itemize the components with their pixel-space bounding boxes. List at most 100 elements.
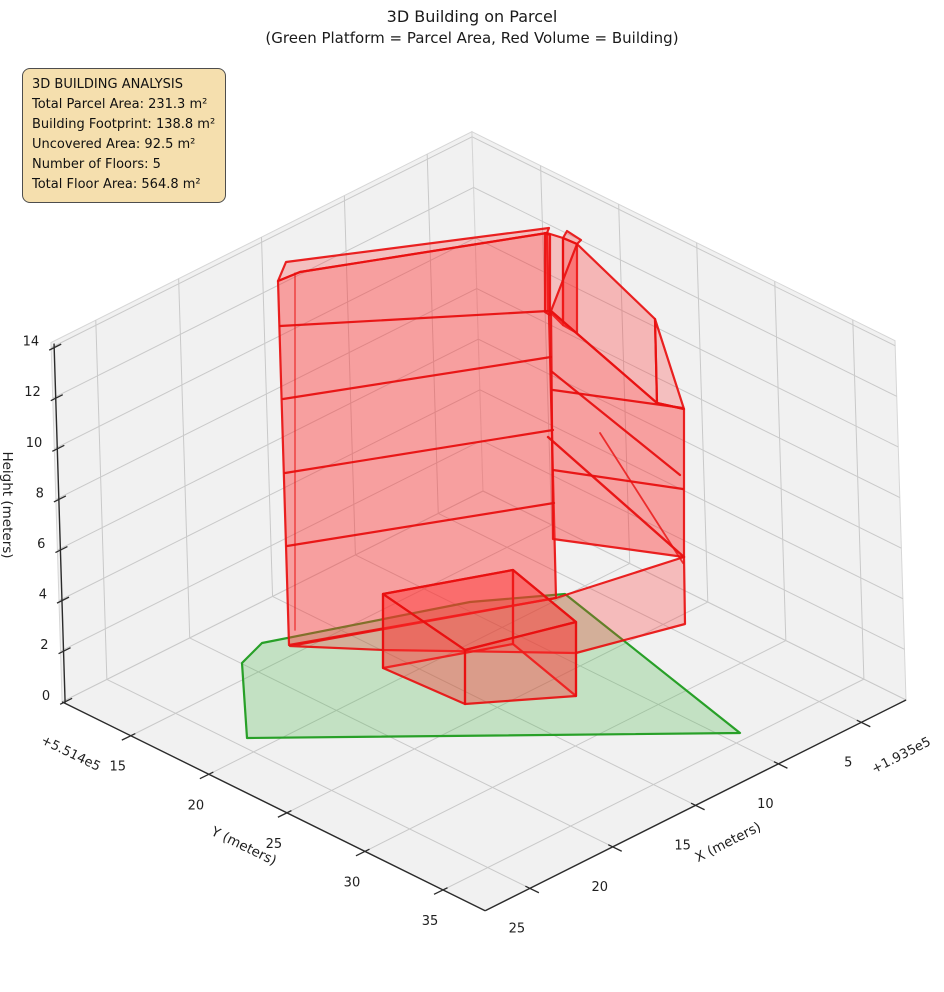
y-tick-label: 35 [422,914,439,929]
building-edge-floor-line-1 [278,309,550,328]
building-edge-floor-line-4 [285,501,556,548]
building-face-annex-front-right-face [463,620,578,706]
gridline [60,439,482,652]
z-tick-label: 10 [26,436,43,451]
gridline [95,320,108,680]
gridline [58,389,481,602]
tick-marks [48,343,871,895]
y-tick-label: 30 [344,875,361,890]
gridline [438,512,862,723]
z-tick [58,647,71,655]
y-tick-label: 25 [266,837,283,852]
x-axis-label: X (meters) [693,819,764,866]
gridline [479,389,904,600]
y-axis-offset-text: +5.514e5 [38,733,102,775]
gridline [540,165,553,525]
info-box-line-4: Number of Floors: 5 [32,157,161,172]
z-tick [55,545,68,554]
z-tick [48,343,62,351]
z-axis-spine [53,343,66,703]
tick-labels: 5 10 15 20 25 15 20 25 30 35 0 2 4 6 8 10 12 14 [23,335,853,937]
z-tick [53,495,67,503]
gridline [260,237,274,597]
y-tick-label: 15 [110,760,127,775]
building-volume [276,226,687,706]
gridline [426,154,439,514]
gridline [476,288,901,498]
info-box-line-3: Uncovered Area: 92.5 m² [32,137,196,152]
chart-title: 3D Building on Parcel [386,7,558,26]
y-tick-label: 20 [188,798,205,813]
x-tick [773,761,788,769]
y-tick [355,848,370,857]
building-edge-mid-top-edge [551,388,685,410]
gridline [774,281,787,641]
gridline [208,563,630,775]
building-edge-mid-floor-edge [551,468,685,491]
gridline [57,338,479,551]
gridline [106,678,531,889]
chart-subtitle: (Green Platform = Parcel Area, Red Volum… [265,29,679,47]
z-tick [50,394,64,402]
gridline [471,136,896,347]
z-tick-label: 4 [39,588,47,603]
y-tick [121,732,136,741]
gridline [178,278,191,638]
info-box-line-1: Total Parcel Area: 231.3 m² [32,97,208,112]
building-edge-floor-line-2 [281,355,553,401]
z-tick-label: 14 [23,335,40,350]
gridline [343,195,356,555]
x-tick-label: 10 [757,797,774,812]
x-tick-label: 20 [591,880,608,895]
x-tick-label: 5 [844,755,852,770]
gridline [364,640,787,852]
x-axis-offset-text: +1.935e5 [869,735,933,778]
gridline [55,288,477,500]
building-face-core-slab-a [543,231,552,317]
info-box-line-2: Building Footprint: 138.8 m² [32,117,216,132]
gridline [272,595,696,806]
x-tick-label: 25 [509,921,526,936]
building-analysis-info-box: 3D BUILDING ANALYSIS Total Parcel Area: … [22,68,227,203]
gridline [54,237,476,450]
building-edge-floor-line-3 [283,428,555,475]
y-tick [199,771,214,780]
z-tick [59,697,73,705]
x-tick [525,885,540,894]
gridline [355,554,779,765]
gridline [696,242,709,603]
y-tick [277,810,292,818]
building-edge-step-edge-upper [549,369,682,477]
building-edge-step-edge-lower [546,435,686,559]
z-tick [52,444,65,452]
generated-plot-layers: 5 10 15 20 25 15 20 25 30 35 0 2 4 6 8 10 12 14 [23,130,908,937]
chart-title-block: 3D Building on Parcel (Green Platform = … [0,6,944,49]
gridline [618,204,631,564]
x-tick [856,719,871,728]
gridline [189,637,613,848]
z-tick-label: 6 [37,537,45,552]
y-axis-spine [61,701,486,912]
gridline [50,136,473,349]
info-box-title: 3D BUILDING ANALYSIS [32,77,184,92]
z-axis-label: Height (meters) [0,451,15,558]
z-tick-label: 2 [40,638,48,653]
z-tick-label: 0 [42,689,50,704]
gridline [478,338,902,549]
x-tick-label: 15 [674,838,691,853]
y-tick [433,887,448,895]
building-edge-internal-diagonal [599,432,684,564]
z-tick [56,596,70,604]
gridline [473,186,897,397]
x-tick [690,802,705,811]
z-tick-label: 8 [36,486,44,501]
grid-lines [50,136,907,891]
gridline [442,678,865,891]
gridline [130,524,552,737]
x-tick [607,844,623,852]
building-face-mid-right-face [549,309,686,559]
z-tick-label: 12 [24,385,41,400]
info-box-line-5: Total Floor Area: 564.8 m² [32,177,201,192]
gridline [52,186,474,399]
